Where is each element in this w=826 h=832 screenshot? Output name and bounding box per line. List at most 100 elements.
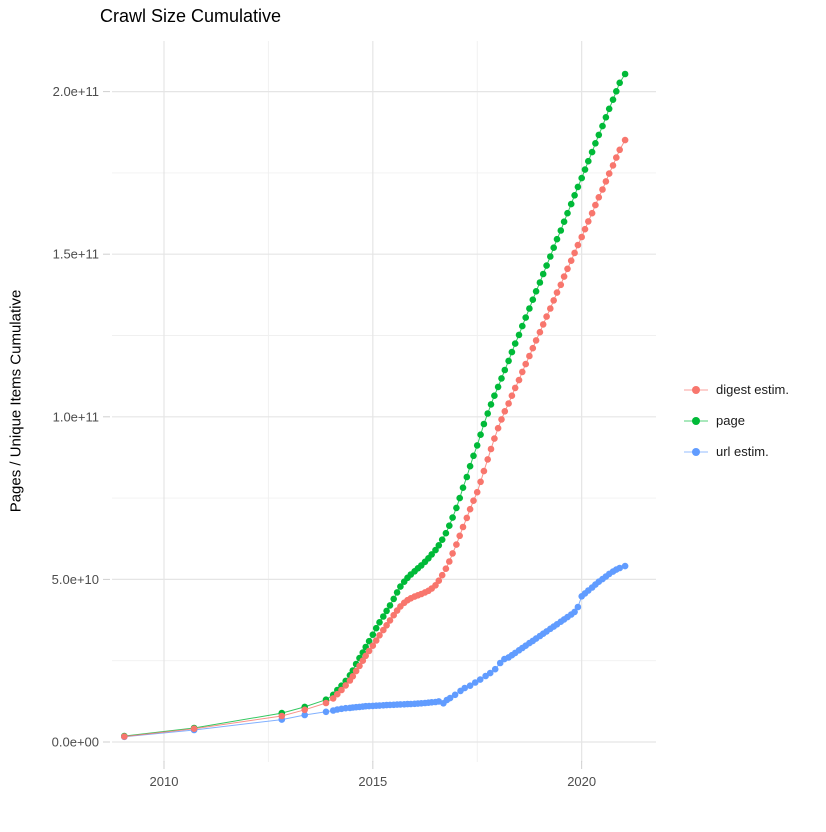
data-point [487, 401, 495, 408]
data-point [522, 314, 529, 321]
data-point [605, 105, 613, 113]
data-point [602, 114, 610, 121]
data-point [539, 270, 547, 278]
data-point [466, 462, 474, 470]
data-point [560, 273, 568, 280]
data-point [616, 146, 623, 154]
data-point [463, 514, 471, 522]
data-point [301, 706, 309, 714]
data-point [461, 684, 469, 692]
data-point [578, 174, 585, 182]
data-point [602, 178, 610, 185]
data-point [476, 676, 484, 683]
data-point [581, 225, 589, 233]
legend-key-icon [684, 385, 708, 394]
data-point [498, 375, 505, 382]
data-point [553, 289, 561, 296]
data-point [592, 201, 599, 209]
data-point [501, 366, 509, 374]
data-point [560, 218, 568, 225]
data-point [449, 514, 456, 521]
data-point [519, 368, 526, 376]
data-point [380, 613, 387, 620]
data-point [522, 360, 529, 368]
data-point [536, 279, 544, 286]
data-point [505, 400, 512, 407]
legend: digest estim. page url estim. [683, 379, 789, 462]
data-point [511, 384, 519, 392]
data-point [621, 70, 629, 78]
data-point [550, 297, 557, 304]
data-point [463, 473, 471, 481]
data-point [453, 541, 460, 548]
data-point [484, 456, 492, 463]
data-point [432, 582, 439, 589]
data-point [494, 383, 502, 391]
data-point [459, 523, 467, 531]
data-point [397, 583, 404, 590]
data-point [529, 344, 537, 352]
legend-key-point [692, 447, 700, 456]
data-point [494, 424, 502, 432]
data-point [383, 622, 390, 629]
data-point [390, 595, 398, 603]
data-point [369, 631, 377, 638]
data-point [466, 682, 474, 689]
data-point [574, 183, 582, 191]
data-point [471, 679, 479, 686]
data-point [557, 281, 565, 289]
chart-title: Crawl Size Cumulative [100, 6, 282, 26]
legend-label: digest estim. [716, 382, 789, 397]
data-point [470, 452, 477, 460]
data-point [519, 322, 526, 330]
data-point [329, 695, 337, 702]
data-point [515, 376, 523, 384]
legend-key-icon [684, 416, 708, 425]
data-point [486, 669, 494, 677]
data-point [446, 522, 453, 529]
data-point [334, 690, 341, 698]
data-point [376, 632, 383, 639]
data-point [365, 647, 373, 655]
data-point [473, 488, 481, 496]
data-point [491, 392, 498, 400]
data-point [613, 154, 620, 161]
data-point [480, 420, 488, 428]
data-point [532, 337, 540, 344]
data-point [498, 416, 505, 423]
x-tick-label: 2020 [567, 774, 596, 789]
data-point [435, 542, 443, 549]
data-point [386, 602, 394, 609]
data-point [511, 340, 519, 347]
data-point [380, 626, 387, 634]
data-point [609, 96, 617, 103]
data-point [508, 348, 516, 356]
data-point [383, 607, 390, 615]
data-point [501, 408, 509, 415]
data-point [621, 562, 629, 570]
data-point [480, 467, 488, 475]
data-point [459, 484, 467, 492]
data-point [477, 478, 484, 486]
data-point [393, 589, 401, 596]
data-point [571, 249, 578, 257]
data-point [386, 617, 394, 624]
y-tick-label: 5.0e+10 [52, 572, 99, 587]
data-point [571, 192, 578, 199]
data-point [470, 497, 477, 505]
data-point [301, 711, 309, 719]
y-tick-label: 1.0e+11 [53, 409, 99, 424]
data-point [466, 505, 474, 513]
legend-key-point [692, 385, 700, 394]
data-point [338, 686, 345, 694]
data-point [588, 209, 596, 217]
data-point [322, 699, 330, 707]
data-point [505, 357, 512, 365]
data-point [605, 170, 613, 177]
data-point [526, 352, 533, 360]
legend-entry: page [683, 410, 789, 431]
data-point [278, 712, 286, 720]
data-point [438, 571, 446, 579]
data-point [550, 244, 557, 251]
